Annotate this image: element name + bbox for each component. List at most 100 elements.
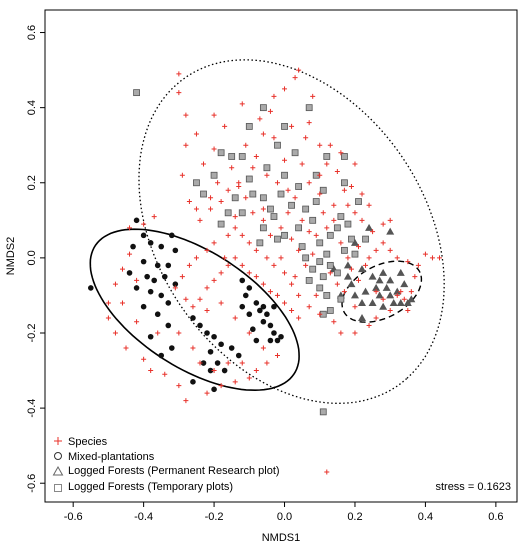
temporary-plot-point <box>228 153 236 160</box>
y-tick-label: 0.4 <box>26 100 38 115</box>
temporary-plot-point <box>238 209 246 217</box>
permanent-plot-point <box>350 291 359 299</box>
legend-marker-temporary <box>54 484 62 492</box>
species-point <box>366 255 372 261</box>
species-point <box>186 199 192 205</box>
species-point <box>373 315 379 321</box>
species-point <box>359 217 365 223</box>
species-point <box>112 281 118 287</box>
species-point <box>394 292 400 298</box>
species-point <box>380 240 386 246</box>
species-point <box>190 304 196 310</box>
species-point <box>282 86 288 92</box>
species-point <box>271 93 277 99</box>
temporary-plot-point <box>351 250 359 258</box>
species-point <box>162 371 168 377</box>
species-point <box>296 315 302 321</box>
species-point <box>253 153 259 159</box>
species-point <box>232 225 238 231</box>
species-point <box>274 353 280 359</box>
species-point <box>239 232 245 238</box>
mixed-plantation-point <box>274 337 281 344</box>
species-point <box>352 161 358 167</box>
species-point <box>412 274 418 280</box>
mixed-plantation-point <box>165 322 172 329</box>
species-point <box>327 142 333 148</box>
species-point <box>264 255 270 261</box>
temporary-plot-point <box>231 194 239 202</box>
species-point <box>355 277 361 283</box>
mixed-plantation-point <box>190 315 196 321</box>
permanent-plot-point <box>372 283 381 291</box>
species-point <box>289 236 295 242</box>
species-point <box>380 296 386 302</box>
mixed-plantation-point <box>151 277 157 284</box>
species-point <box>141 356 147 362</box>
species-point <box>239 262 245 268</box>
species-point <box>257 116 263 122</box>
legend-label-permanent: Logged Forests (Permanent Research plot) <box>68 465 280 477</box>
species-point <box>359 191 365 197</box>
mixed-plantation-point <box>169 232 175 239</box>
mixed-plantation-point <box>267 337 274 344</box>
species-point <box>232 315 238 321</box>
species-point <box>267 289 273 295</box>
y-tick-label: -0.6 <box>26 474 38 493</box>
mixed-plantation-point <box>197 322 203 329</box>
temporary-plot-point <box>341 179 348 187</box>
species-point <box>243 195 249 201</box>
temporary-plot-point <box>337 213 345 220</box>
mixed-plantation-point <box>161 273 168 280</box>
species-point <box>232 379 238 385</box>
species-point <box>296 292 302 298</box>
temporary-plot-point <box>270 213 278 220</box>
mixed-plantation-point <box>147 333 154 340</box>
species-point <box>119 266 125 272</box>
species-point <box>317 172 323 178</box>
species-point <box>401 296 407 302</box>
temporary-plot-point <box>344 220 352 228</box>
mixed-plantation-point <box>154 262 161 269</box>
species-point <box>127 251 133 257</box>
temporary-plot-point <box>245 175 253 183</box>
temporary-plot-point <box>277 190 285 198</box>
species-point <box>408 289 414 295</box>
species-point <box>299 217 305 223</box>
mixed-plantation-point <box>130 243 136 250</box>
mixed-plantation-point <box>260 318 267 325</box>
species-point <box>366 202 372 208</box>
species-point <box>225 360 231 366</box>
mixed-plantation-point <box>214 360 221 366</box>
species-point <box>151 214 157 220</box>
x-tick-label: -0.4 <box>134 511 153 523</box>
species-point <box>317 191 323 197</box>
species-point <box>324 225 330 231</box>
species-point <box>193 131 199 137</box>
species-point <box>310 251 316 257</box>
temporary-plot-point <box>316 239 324 247</box>
species-point <box>176 383 182 389</box>
species-point <box>211 277 217 283</box>
permanent-plot-point <box>403 298 412 306</box>
species-point <box>253 274 259 280</box>
species-point <box>278 255 284 261</box>
temporary-plot-point <box>291 149 299 157</box>
temporary-plot-point <box>224 209 232 217</box>
species-point <box>373 247 379 253</box>
species-point <box>183 112 189 118</box>
species-point <box>119 300 125 306</box>
species-point <box>239 101 245 107</box>
species-point <box>250 165 256 171</box>
temporary-plot-point <box>238 153 246 160</box>
mixed-plantation-point <box>271 330 277 336</box>
species-point <box>306 120 312 126</box>
plot-frame <box>44 9 518 503</box>
species-point <box>197 217 203 223</box>
species-point <box>218 383 224 389</box>
temporary-plot-point <box>333 269 341 277</box>
species-point <box>225 187 231 193</box>
species-point <box>282 157 288 163</box>
stress-label: stress = 0.1623 <box>435 481 511 493</box>
mixed-plantation-point <box>235 352 242 359</box>
mixed-plantation-point <box>207 367 214 374</box>
